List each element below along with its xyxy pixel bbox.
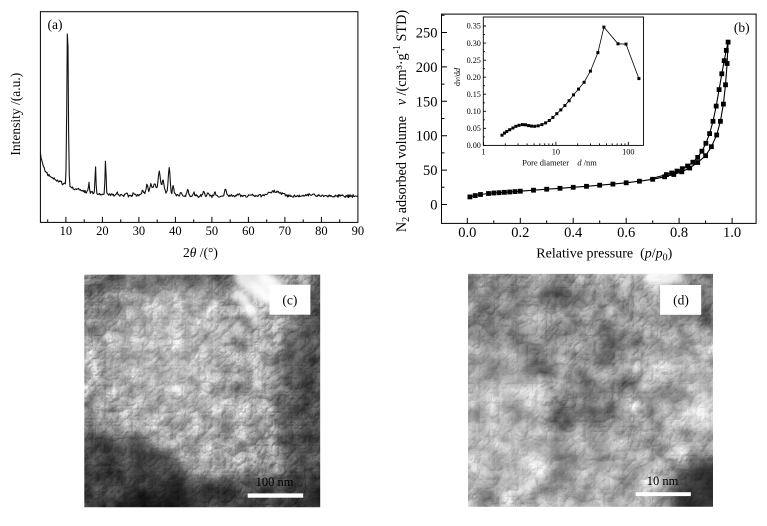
svg-text:30: 30 (133, 224, 146, 238)
svg-text:1.0: 1.0 (723, 225, 741, 241)
svg-text:100: 100 (416, 129, 438, 145)
svg-text:dv/dd: dv/dd (453, 67, 462, 86)
svg-text:(c): (c) (282, 293, 297, 308)
svg-text:Pore diameter d /nm: Pore diameter d /nm (522, 159, 597, 168)
svg-text:0.35: 0.35 (467, 22, 481, 31)
svg-text:0.20: 0.20 (467, 73, 481, 82)
svg-text:0.2: 0.2 (511, 225, 529, 241)
svg-text:0.6: 0.6 (617, 225, 635, 241)
svg-text:90: 90 (352, 224, 365, 238)
svg-text:0: 0 (430, 198, 437, 214)
svg-text:20: 20 (96, 224, 109, 238)
svg-text:Intensity /(a.u.): Intensity /(a.u.) (8, 73, 23, 156)
svg-text:0.25: 0.25 (467, 56, 481, 65)
svg-text:1: 1 (481, 147, 485, 156)
svg-text:50: 50 (423, 163, 438, 179)
svg-text:50: 50 (206, 224, 219, 238)
svg-text:0.15: 0.15 (467, 90, 481, 99)
svg-text:10 nm: 10 nm (647, 474, 679, 488)
svg-text:150: 150 (416, 94, 438, 110)
svg-text:0.10: 0.10 (467, 107, 481, 116)
svg-text:0.05: 0.05 (467, 124, 481, 133)
svg-text:N2 adsorbed volume v /(cm³·g: N2 adsorbed volume v /(cm³·g-1 STD) (392, 10, 412, 232)
svg-text:70: 70 (279, 224, 292, 238)
svg-text:(b): (b) (734, 20, 750, 35)
svg-text:(d): (d) (673, 293, 689, 308)
svg-text:100: 100 (622, 147, 634, 156)
svg-text:2θ /(°): 2θ /(°) (183, 245, 218, 260)
svg-text:0.00: 0.00 (467, 141, 481, 150)
svg-text:100 nm: 100 nm (256, 475, 294, 489)
svg-text:200: 200 (416, 60, 438, 76)
svg-text:0.8: 0.8 (670, 225, 688, 241)
svg-text:0.0: 0.0 (458, 225, 476, 241)
svg-text:10: 10 (552, 147, 560, 156)
svg-text:40: 40 (169, 224, 182, 238)
svg-text:(a): (a) (48, 17, 63, 32)
svg-text:0.30: 0.30 (467, 39, 481, 48)
svg-text:60: 60 (242, 224, 255, 238)
svg-text:250: 250 (416, 26, 438, 42)
svg-text:80: 80 (315, 224, 328, 238)
svg-text:10: 10 (60, 224, 73, 238)
svg-text:0.4: 0.4 (564, 225, 583, 241)
svg-text:Relative pressure (p/p0): Relative pressure (p/p0) (536, 247, 672, 264)
